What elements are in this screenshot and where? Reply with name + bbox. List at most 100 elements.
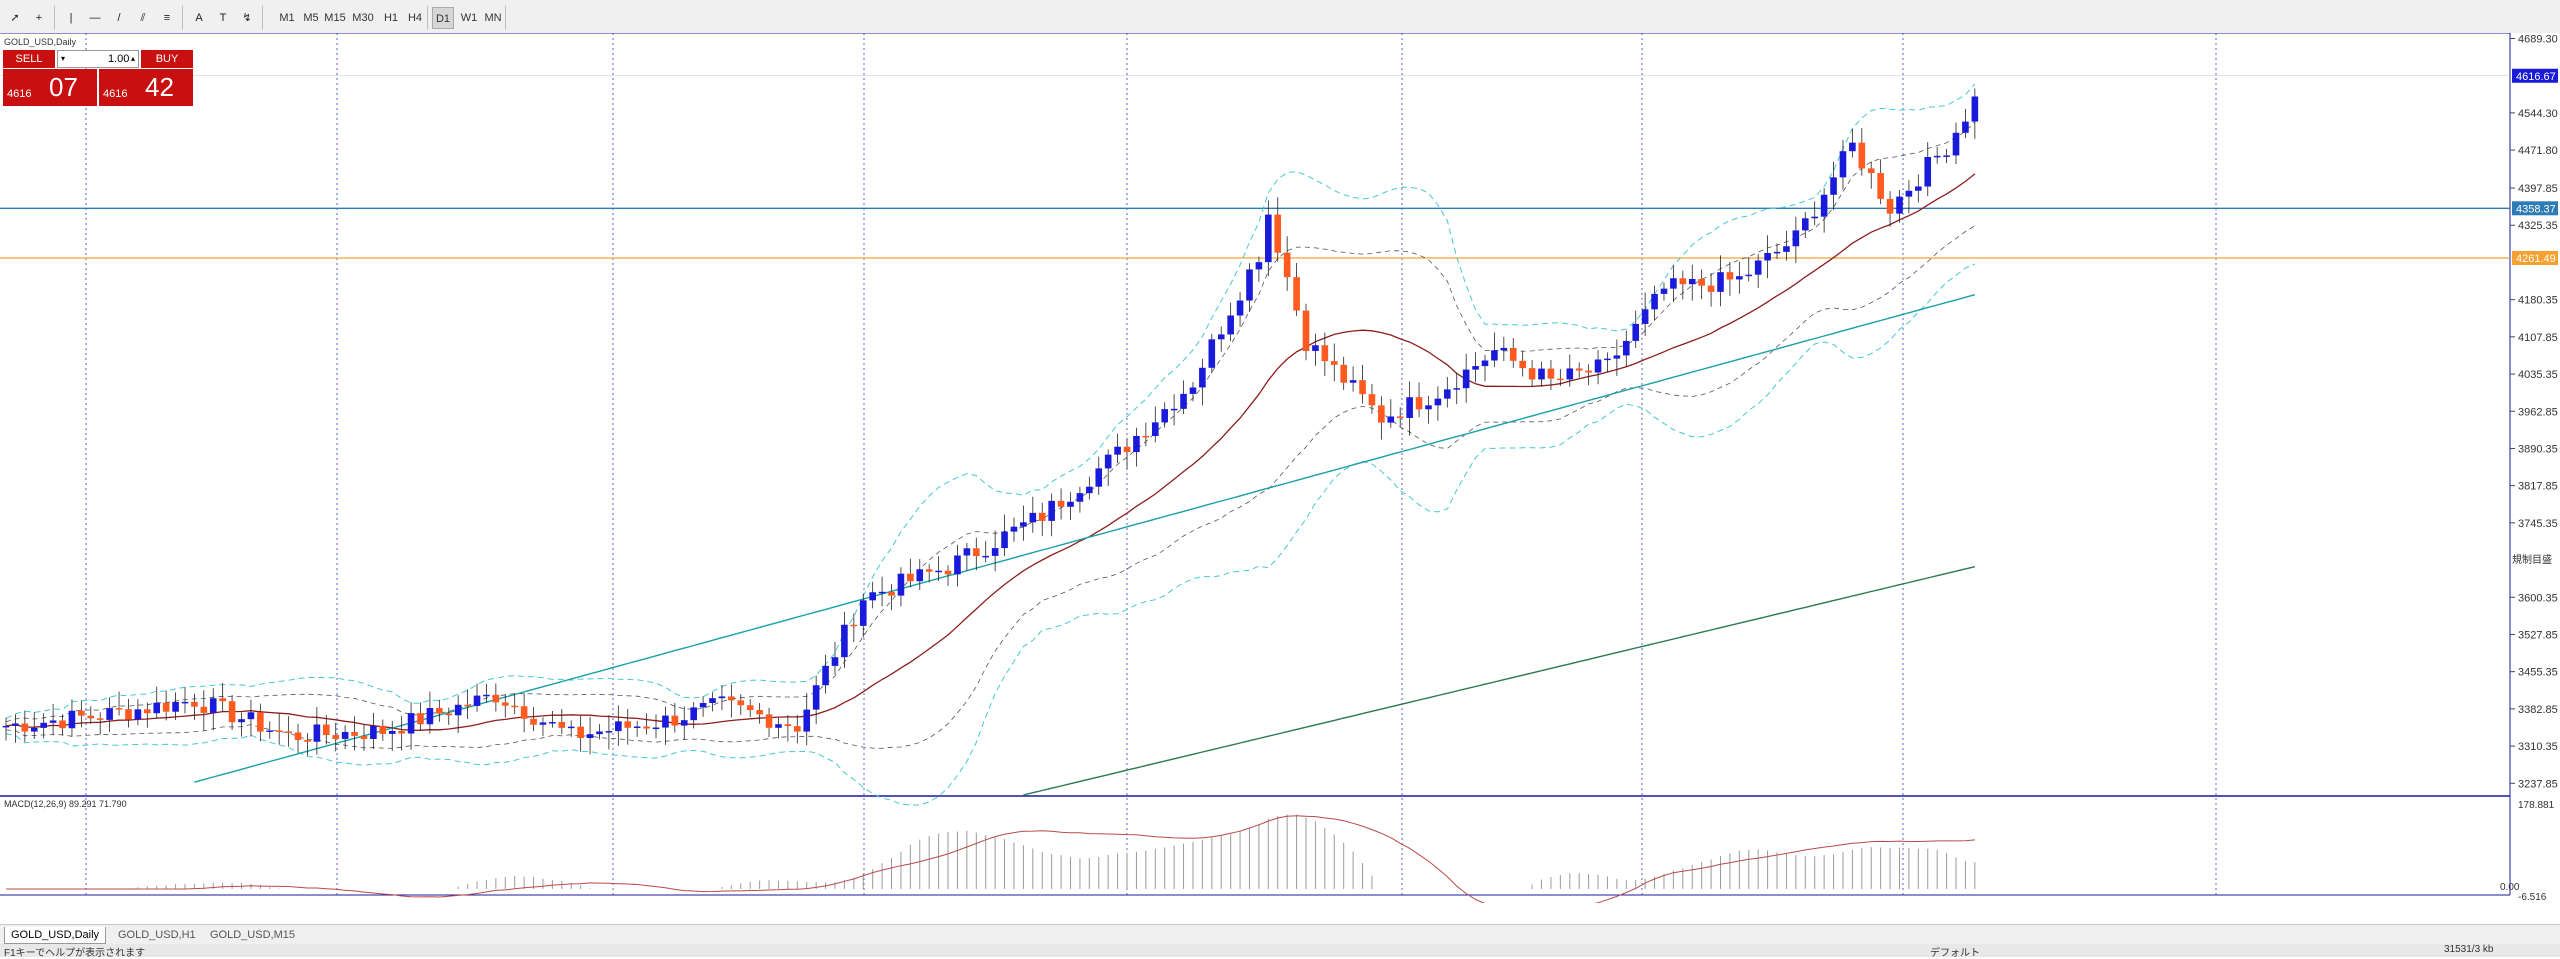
candle-bull — [615, 721, 622, 732]
price-axis-label: 3455.35 — [2518, 667, 2558, 679]
candle-bull — [1481, 360, 1489, 367]
candle-bull — [341, 731, 349, 739]
orange-line-price-tag-bg — [2512, 251, 2558, 266]
candle-bear — [925, 569, 933, 572]
candle-bear — [96, 718, 104, 720]
lot-size-value[interactable]: 1.00 — [108, 53, 130, 65]
candle-bull — [1453, 388, 1461, 390]
candle-bull — [1312, 345, 1319, 351]
candle-bear — [21, 723, 29, 732]
sell-button-label[interactable]: SELL — [3, 50, 55, 68]
candle-bear — [1302, 310, 1310, 351]
candle-bull — [963, 548, 971, 556]
candle-bear — [1274, 214, 1282, 253]
price-axis-label: 3600.35 — [2518, 592, 2558, 604]
candle-bear — [1378, 405, 1385, 423]
buy-button-label[interactable]: BUY — [141, 50, 193, 68]
candle-bear — [360, 735, 368, 739]
channel-icon[interactable]: ⫽ — [140, 12, 146, 24]
timeframe-h1-button[interactable]: H1 — [383, 12, 399, 24]
price-chart[interactable]: 4689.30 4544.30 4471.80 4397.85 4325.35 4180.… — [0, 33, 2560, 903]
candle-bull — [1670, 278, 1677, 289]
candle-bull — [1641, 309, 1649, 324]
lot-decrease-icon[interactable]: ▾ — [61, 54, 66, 63]
candle-bear — [1057, 500, 1065, 507]
candle-bear — [125, 709, 132, 720]
candle-bull — [426, 708, 434, 725]
candle-bull — [1189, 387, 1197, 394]
timeframe-d1-button[interactable]: D1 — [432, 7, 454, 29]
lot-size-field[interactable]: ▾ 1.00 ▴ — [57, 50, 139, 68]
candle-bear — [1726, 272, 1734, 280]
candle-bull — [567, 726, 575, 729]
timeframe-m15-button[interactable]: M15 — [324, 12, 346, 24]
candle-bull — [1792, 230, 1800, 247]
candle-bull — [1717, 272, 1724, 292]
candle-bear — [643, 726, 650, 729]
chart-area[interactable]: 4689.30 4544.30 4471.80 4397.85 4325.35 4180.… — [0, 33, 2560, 903]
shapes-icon[interactable]: ↯ — [242, 12, 252, 24]
candle-bull — [633, 726, 641, 728]
moving-average-200 — [1023, 566, 1976, 796]
candle-bear — [794, 726, 801, 732]
buy-button[interactable]: 4616 42 — [99, 69, 193, 106]
tab-gold-daily[interactable]: GOLD_USD,Daily — [4, 927, 107, 944]
candle-bull — [1199, 367, 1206, 388]
candle-bear — [765, 714, 773, 728]
candle-bull — [1086, 486, 1093, 494]
price-axis-label: 4397.85 — [2518, 183, 2558, 195]
timeframe-m1-button[interactable]: M1 — [279, 12, 295, 24]
candle-bull — [586, 734, 594, 739]
candle-bull — [954, 555, 961, 575]
text-icon[interactable]: A — [195, 12, 203, 24]
candle-bear — [78, 710, 85, 716]
crosshair-icon[interactable]: + — [35, 12, 43, 24]
sell-button[interactable]: 4616 07 — [3, 69, 97, 106]
candle-bull — [1114, 446, 1121, 455]
horizontal-line-icon[interactable]: — — [89, 12, 101, 24]
timeframe-h4-button[interactable]: H4 — [407, 12, 423, 24]
candle-bear — [257, 712, 264, 732]
candle-bull — [388, 730, 396, 734]
timeframe-w1-button[interactable]: W1 — [460, 12, 478, 24]
status-profile: デフォルト — [1930, 948, 1980, 959]
trendline-icon[interactable]: / — [117, 12, 121, 24]
candle-bear — [530, 718, 537, 725]
candle-bull — [407, 713, 415, 734]
candle-bear — [294, 732, 302, 740]
timeframe-m30-button[interactable]: M30 — [352, 12, 374, 24]
fibonacci-icon[interactable]: ≡ — [163, 12, 171, 24]
candle-bear — [228, 701, 236, 723]
timeframe-m5-button[interactable]: M5 — [303, 12, 319, 24]
candle-bull — [897, 573, 905, 596]
candle-bull — [1594, 359, 1602, 373]
candle-bull — [1915, 186, 1922, 191]
timeframe-mn-button[interactable]: MN — [484, 12, 502, 24]
candle-bear — [1867, 168, 1875, 174]
candle-bull — [652, 727, 660, 730]
candle-bull — [1754, 260, 1762, 275]
candle-bear — [671, 715, 679, 726]
candle-bear — [520, 706, 528, 719]
candle-bear — [379, 725, 387, 734]
candle-bull — [859, 600, 867, 626]
candle-bull — [1688, 278, 1696, 285]
current-price-tag-bg — [2512, 68, 2558, 83]
candle-bull — [134, 709, 142, 720]
label-icon[interactable]: T — [219, 12, 227, 24]
vertical-line-icon[interactable]: | — [69, 12, 73, 24]
candle-bull — [1020, 522, 1027, 527]
candle-bull — [709, 698, 716, 703]
candle-bull — [1387, 416, 1395, 423]
tab-gold-m15[interactable]: GOLD_USD,M15 — [210, 929, 295, 941]
tab-gold-h1[interactable]: GOLD_USD,H1 — [118, 929, 196, 941]
candle-bear — [417, 713, 424, 725]
candle-bull — [1170, 408, 1178, 411]
cursor-icon[interactable]: ➚ — [10, 12, 20, 24]
candle-bull — [1962, 121, 1969, 133]
one-click-trading-panel: SELL ▾ 1.00 ▴ BUY 4616 07 4616 42 — [3, 50, 193, 106]
lot-increase-icon[interactable]: ▴ — [130, 54, 135, 63]
candle-bear — [1142, 435, 1150, 438]
candle-bear — [322, 724, 330, 736]
candle-bull — [1849, 142, 1856, 152]
